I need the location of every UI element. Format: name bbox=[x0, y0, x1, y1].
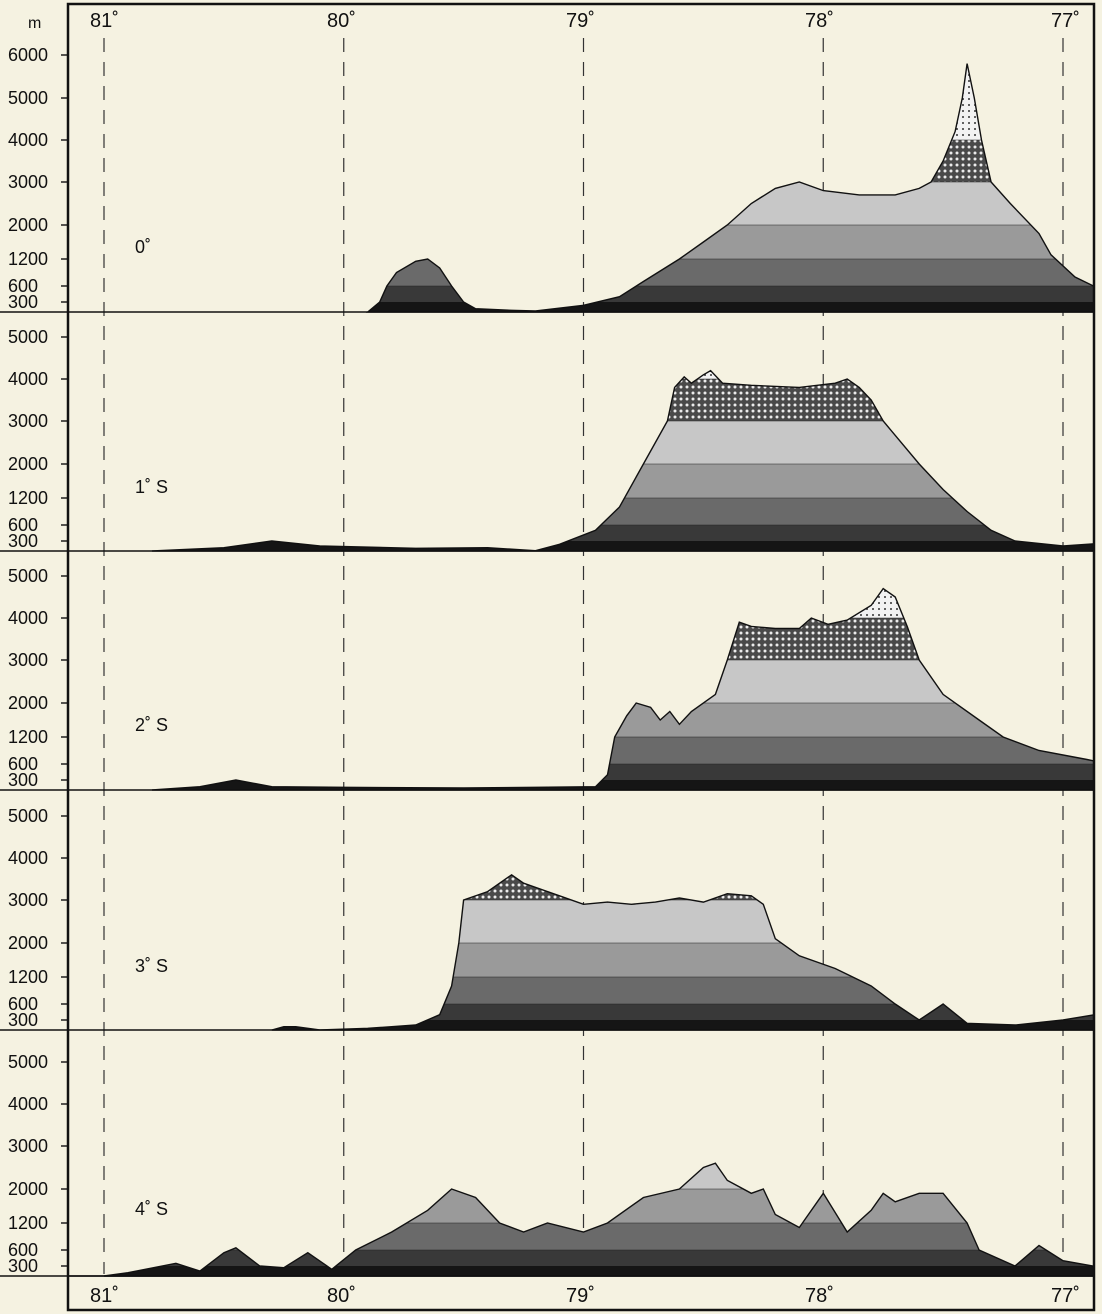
x-tick-label-bottom: 79˚ bbox=[566, 1285, 595, 1307]
elevation-band bbox=[271, 1020, 1094, 1030]
y-tick-label: 4000 bbox=[8, 848, 48, 868]
panel-label: 1˚ S bbox=[135, 477, 168, 497]
y-tick-label: 5000 bbox=[8, 806, 48, 826]
x-tick-label-top: 79˚ bbox=[566, 10, 595, 32]
x-tick-label-top: 81˚ bbox=[90, 10, 119, 32]
elevation-band bbox=[151, 780, 1094, 790]
y-unit-label: m bbox=[28, 15, 41, 32]
y-tick-label: 1200 bbox=[8, 488, 48, 508]
x-tick-label-bottom: 80˚ bbox=[327, 1285, 356, 1307]
y-tick-label: 2000 bbox=[8, 454, 48, 474]
elevation-band bbox=[151, 764, 1094, 780]
elevation-band bbox=[151, 464, 1094, 498]
panel-label: 2˚ S bbox=[135, 715, 168, 735]
elevation-band bbox=[68, 1104, 1094, 1146]
y-tick-label: 1200 bbox=[8, 1213, 48, 1233]
plot-frame bbox=[66, 2, 1096, 1312]
x-tick-label-bottom: 81˚ bbox=[90, 1285, 119, 1307]
elevation-bands bbox=[367, 63, 1094, 312]
y-tick-label: 600 bbox=[8, 515, 38, 535]
elevation-band bbox=[104, 1250, 1094, 1266]
elevation-band bbox=[151, 421, 1094, 464]
elevation-band bbox=[367, 98, 1094, 140]
elevation-band bbox=[151, 703, 1094, 737]
y-tick-label: 600 bbox=[8, 1240, 38, 1260]
y-tick-label: 300 bbox=[8, 1010, 38, 1030]
profile-outline bbox=[103, 1162, 1094, 1277]
elevation-band bbox=[151, 737, 1094, 764]
y-tick-label: 300 bbox=[8, 1256, 38, 1276]
elevation-band bbox=[367, 286, 1094, 302]
y-tick-label: 2000 bbox=[8, 933, 48, 953]
y-tick-label: 4000 bbox=[8, 369, 48, 389]
y-tick-label: 2000 bbox=[8, 693, 48, 713]
elevation-band bbox=[367, 225, 1094, 259]
elevation-band bbox=[271, 1004, 1094, 1020]
y-tick-label: 1200 bbox=[8, 727, 48, 747]
profile-panels bbox=[68, 63, 1094, 1277]
elevation-band bbox=[151, 379, 1094, 421]
elevation-band bbox=[271, 874, 1094, 900]
y-tick-label: 1200 bbox=[8, 249, 48, 269]
y-tick-label: 300 bbox=[8, 292, 38, 312]
x-tick-label-bottom: 78˚ bbox=[805, 1285, 834, 1307]
profile-outline bbox=[271, 873, 1094, 1031]
y-tick-label: 600 bbox=[8, 994, 38, 1014]
elevation-band bbox=[151, 498, 1094, 525]
elevation-band bbox=[367, 140, 1094, 182]
elevation-band bbox=[68, 816, 1094, 858]
y-tick-label: 300 bbox=[8, 531, 38, 551]
y-tick-label: 600 bbox=[8, 276, 38, 296]
frame-border bbox=[66, 2, 1096, 1312]
y-tick-label: 4000 bbox=[8, 608, 48, 628]
y-tick-label: 5000 bbox=[8, 566, 48, 586]
elevation-band bbox=[367, 182, 1094, 225]
elevation-band bbox=[104, 1266, 1094, 1276]
y-tick-label: 5000 bbox=[8, 327, 48, 347]
elevation-band bbox=[151, 370, 1094, 379]
y-tick-label: 3000 bbox=[8, 411, 48, 431]
y-tick-label: 3000 bbox=[8, 650, 48, 670]
elevation-band bbox=[104, 1189, 1094, 1223]
elevation-band bbox=[271, 977, 1094, 1004]
elevation-band bbox=[151, 588, 1094, 618]
elevation-band bbox=[367, 302, 1094, 312]
y-tick-label: 3000 bbox=[8, 172, 48, 192]
panel-label: 4˚ S bbox=[135, 1199, 168, 1219]
x-tick-label-top: 78˚ bbox=[805, 10, 834, 32]
profile-outline bbox=[365, 63, 1094, 313]
y-tick-label: 600 bbox=[8, 754, 38, 774]
y-tick-label: 3000 bbox=[8, 890, 48, 910]
y-tick-label: 2000 bbox=[8, 215, 48, 235]
y-tick-label: 5000 bbox=[8, 1052, 48, 1072]
elevation-band bbox=[104, 1223, 1094, 1250]
elevation-band bbox=[151, 618, 1094, 660]
x-tick-label-top: 77˚ bbox=[1051, 10, 1080, 32]
y-tick-label: 5000 bbox=[8, 88, 48, 108]
y-tick-label: 3000 bbox=[8, 1136, 48, 1156]
panel-label: 3˚ S bbox=[135, 956, 168, 976]
profile-panel bbox=[365, 63, 1094, 313]
y-tick-label: 4000 bbox=[8, 1094, 48, 1114]
x-tick-label-top: 80˚ bbox=[327, 10, 356, 32]
y-tick-label: 4000 bbox=[8, 130, 48, 150]
panel-label: 0˚ bbox=[135, 237, 151, 257]
profile-outline bbox=[151, 369, 1094, 552]
y-tick-label: 2000 bbox=[8, 1179, 48, 1199]
elevation-band bbox=[271, 900, 1094, 943]
elevation-band bbox=[151, 525, 1094, 541]
profile-outline bbox=[151, 587, 1094, 791]
x-tick-label-bottom: 77˚ bbox=[1051, 1285, 1080, 1307]
y-tick-label: 6000 bbox=[8, 45, 48, 65]
elevation-band bbox=[68, 1062, 1094, 1104]
y-tick-label: 1200 bbox=[8, 967, 48, 987]
y-tick-label: 300 bbox=[8, 770, 38, 790]
elevation-band bbox=[104, 1163, 1094, 1189]
elevation-band bbox=[367, 259, 1094, 286]
elevation-band bbox=[151, 541, 1094, 551]
elevation-band bbox=[151, 660, 1094, 703]
elevation-band bbox=[271, 943, 1094, 977]
